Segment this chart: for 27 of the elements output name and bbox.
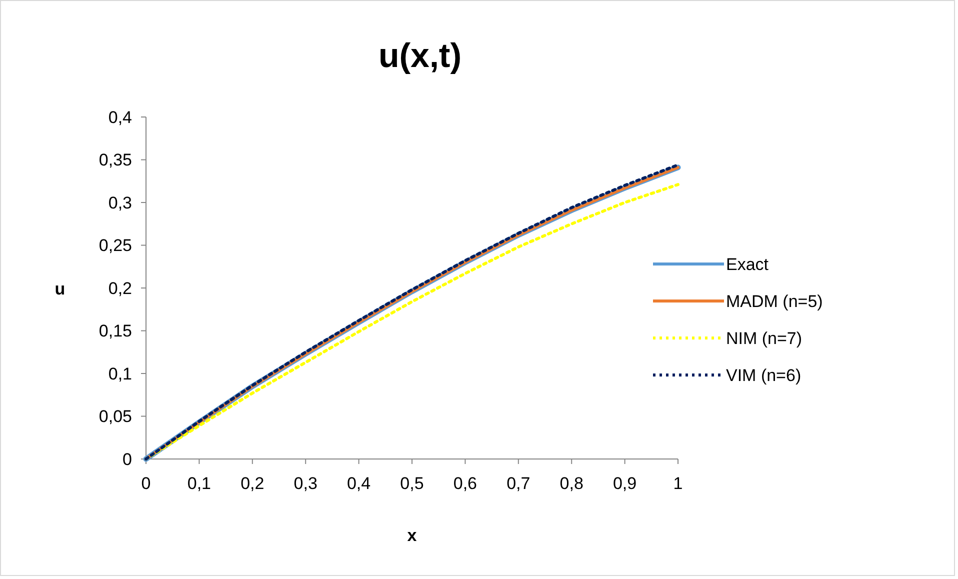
x-tick-label: 0,1: [187, 474, 212, 493]
chart-title: u(x,t): [378, 37, 462, 75]
x-tick-label: 0,4: [346, 474, 371, 493]
x-axis-title: x: [407, 526, 418, 545]
y-tick-label: 0,05: [98, 407, 132, 426]
x-tick-label: 0,3: [294, 474, 318, 493]
legend-label: MADM (n=5): [726, 292, 823, 311]
x-tick-label: 0,2: [240, 474, 264, 493]
y-tick-label: 0: [122, 450, 132, 469]
y-tick-label: 0,1: [108, 364, 132, 384]
x-tick-label: 0,9: [612, 474, 637, 493]
legend-label: Exact: [726, 254, 769, 274]
y-tick-label: 0,3: [108, 193, 132, 212]
y-tick-label: 0,15: [98, 322, 132, 341]
y-axis-title: u: [54, 279, 66, 298]
y-tick-label: 0,35: [98, 150, 132, 170]
legend-label: NIM (n=7): [726, 328, 802, 348]
x-tick-label: 0: [141, 474, 151, 493]
y-tick-label: 0,4: [108, 108, 132, 127]
legend-label: VIM (n=6): [726, 366, 802, 385]
x-tick-label: 0,5: [400, 474, 424, 493]
y-tick-label: 0,2: [108, 278, 132, 298]
x-tick-label: 0,6: [453, 474, 478, 493]
x-tick-label: 1: [673, 474, 683, 493]
x-tick-label: 0,8: [560, 474, 584, 493]
x-tick-label: 0,7: [506, 474, 530, 493]
y-tick-label: 0,25: [98, 236, 132, 256]
